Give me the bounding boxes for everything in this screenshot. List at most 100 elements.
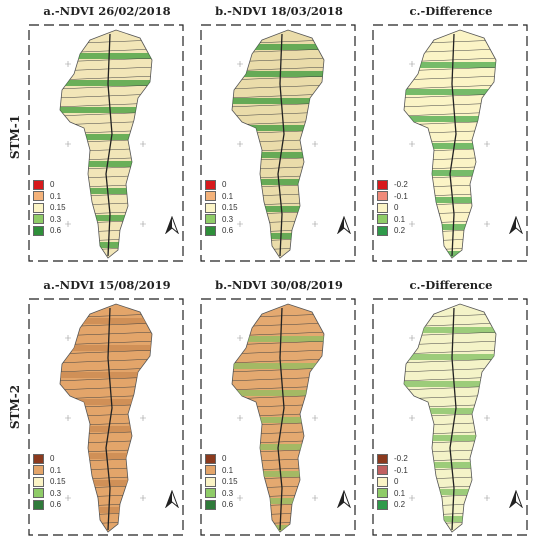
map-legend: 0 0.1 0.15 0.3 0.6 [33,179,93,237]
legend-swatch [205,453,216,464]
panel-title: b.-NDVI 30/08/2019 [215,278,343,292]
map-legend: 0 0.1 0.15 0.3 0.6 [33,453,93,511]
legend-item: 0.2 [377,499,437,510]
map-panel-r0-p2: c.-Difference -0.2 -0.1 0 0.1 0.2 [371,4,531,262]
legend-swatch [377,488,388,498]
map-frame [200,298,356,536]
legend-swatch [205,179,216,190]
legend-label: -0.1 [394,191,408,201]
legend-label: 0.6 [50,500,62,509]
legend-item: 0.1 [377,214,437,225]
legend-label: 0.1 [222,191,234,201]
legend-swatch [33,453,44,464]
legend-label: 0.6 [222,226,234,235]
legend-label: 0.1 [394,214,406,224]
row-label-stm2: STM-2 [8,384,22,430]
legend-label: 0.3 [50,488,62,498]
legend-swatch [205,191,216,201]
map-panel-r0-p1: b.-NDVI 18/03/2018 0 0.1 0.15 0.3 0.6 [199,4,359,262]
legend-item: 0.15 [33,202,93,213]
legend-swatch [205,499,216,510]
legend-item: 0 [205,453,265,464]
legend-item: 0 [33,453,93,464]
map-frame [28,298,184,536]
map-frame [28,24,184,262]
legend-item: 0.3 [33,214,93,225]
panel-title: c.-Difference [409,278,493,292]
panel-title: b.-NDVI 18/03/2018 [215,4,343,18]
legend-swatch [377,225,388,236]
legend-swatch [33,499,44,510]
legend-swatch [33,476,44,487]
legend-swatch [33,225,44,236]
legend-swatch [33,488,44,498]
legend-label: 0.2 [394,500,406,509]
legend-item: 0.15 [205,202,265,213]
legend-item: 0.6 [205,225,265,236]
legend-label: 0.1 [50,191,62,201]
map-panel-r1-p0: a.-NDVI 15/08/2019 0 0.1 0.15 0.3 0.6 [27,278,187,536]
map-legend: 0 0.1 0.15 0.3 0.6 [205,453,265,511]
legend-item: 0.1 [33,191,93,202]
legend-item: 0.15 [33,476,93,487]
legend-item: -0.2 [377,179,437,190]
legend-item: 0 [205,179,265,190]
legend-swatch [377,476,388,487]
legend-label: 0 [50,180,55,189]
north-arrow-icon [336,489,352,509]
legend-swatch [205,225,216,236]
legend-swatch [33,191,44,201]
legend-label: 0.2 [394,226,406,235]
legend-item: 0.6 [33,225,93,236]
legend-item: -0.2 [377,453,437,464]
legend-swatch [377,202,388,213]
legend-label: 0 [394,477,399,486]
legend-swatch [33,202,44,213]
legend-swatch [377,465,388,475]
legend-label: 0.3 [50,214,62,224]
legend-label: 0 [50,454,55,463]
row-label-stm1: STM-1 [8,114,22,160]
legend-label: 0.6 [50,226,62,235]
legend-item: 0.1 [33,465,93,476]
legend-item: 0 [377,476,437,487]
map-legend: -0.2 -0.1 0 0.1 0.2 [377,179,437,237]
legend-label: 0.15 [222,477,238,486]
map-legend: 0 0.1 0.15 0.3 0.6 [205,179,265,237]
legend-item: 0.3 [205,488,265,499]
legend-item: 0.2 [377,225,437,236]
legend-item: -0.1 [377,465,437,476]
map-panel-r0-p0: a.-NDVI 26/02/2018 0 0.1 0.15 0.3 0.6 [27,4,187,262]
legend-label: 0.3 [222,488,234,498]
map-panel-r1-p1: b.-NDVI 30/08/2019 0 0.1 0.15 0.3 0.6 [199,278,359,536]
north-arrow-icon [164,489,180,509]
legend-label: 0.6 [222,500,234,509]
map-frame [372,24,528,262]
legend-label: 0 [394,203,399,212]
legend-label: 0.1 [222,465,234,475]
legend-label: -0.2 [394,180,408,189]
legend-label: 0.1 [50,465,62,475]
legend-item: 0 [377,202,437,213]
legend-swatch [377,453,388,464]
legend-label: -0.2 [394,454,408,463]
legend-label: 0.3 [222,214,234,224]
legend-item: 0.15 [205,476,265,487]
legend-swatch [205,214,216,224]
north-arrow-icon [508,489,524,509]
north-arrow-icon [164,215,180,235]
map-panel-r1-p2: c.-Difference -0.2 -0.1 0 0.1 0.2 [371,278,531,536]
legend-item: 0.6 [205,499,265,510]
legend-swatch [205,488,216,498]
legend-swatch [205,465,216,475]
legend-label: 0.15 [50,203,66,212]
panel-title: a.-NDVI 15/08/2019 [43,278,171,292]
legend-label: 0 [222,454,227,463]
legend-label: 0 [222,180,227,189]
legend-item: -0.1 [377,191,437,202]
legend-swatch [205,476,216,487]
legend-item: 0.1 [377,488,437,499]
north-arrow-icon [508,215,524,235]
map-frame [372,298,528,536]
legend-swatch [377,499,388,510]
